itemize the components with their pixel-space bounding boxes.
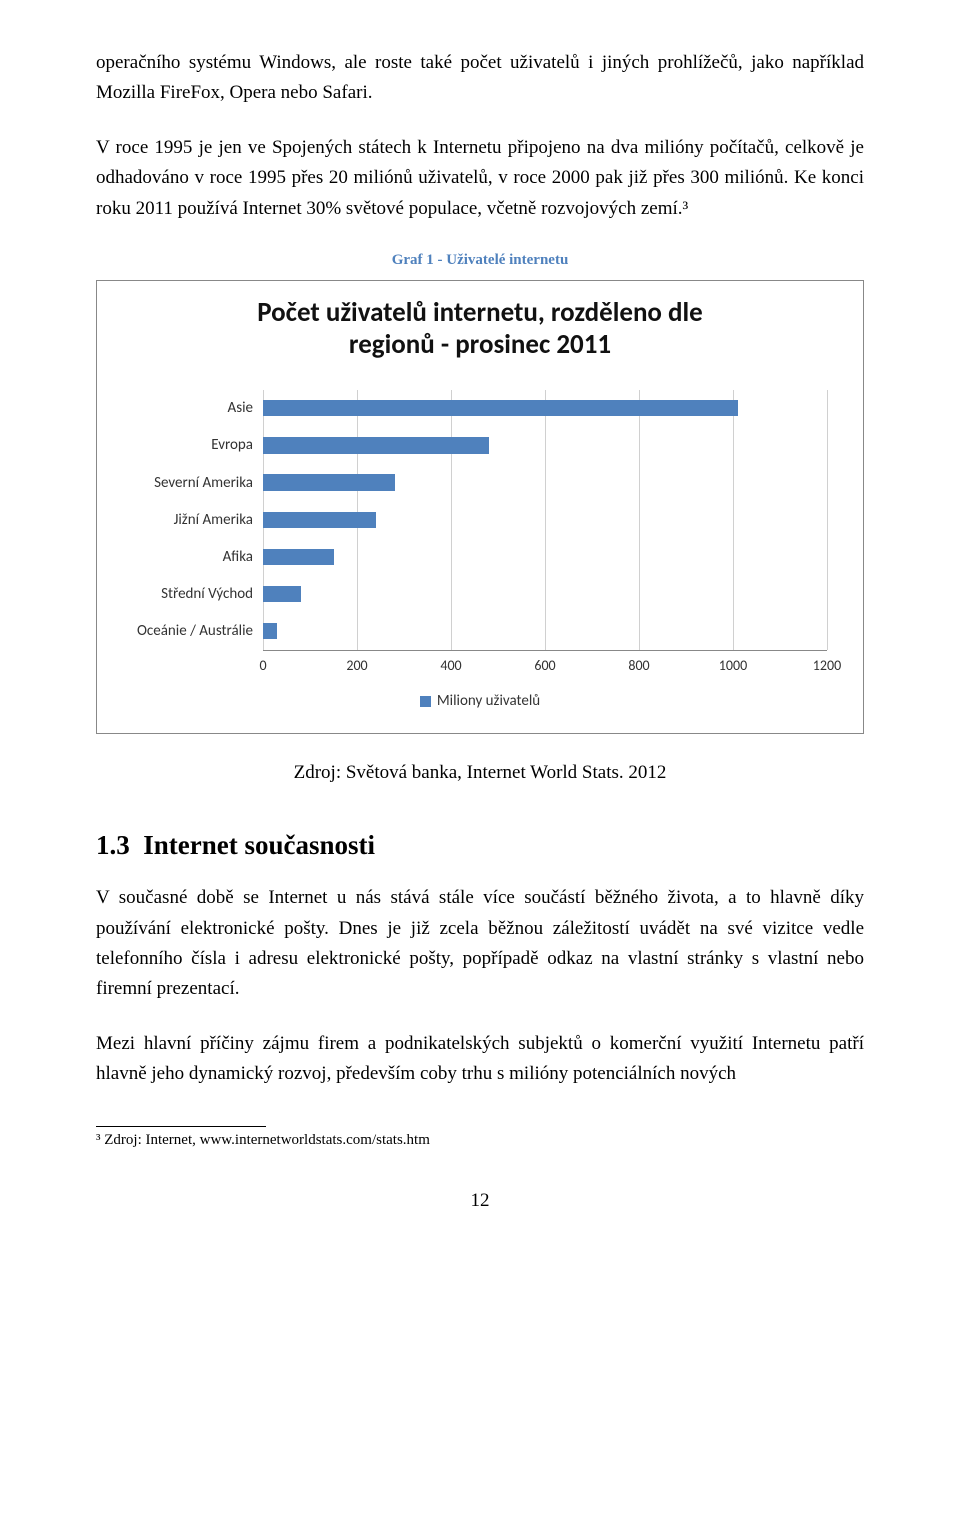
bar-label: Asie xyxy=(228,396,263,420)
chart-title: Počet uživatelů internetu, rozděleno dle… xyxy=(113,297,847,362)
chart-x-axis: 020040060080010001200 xyxy=(263,650,827,671)
x-tick: 1200 xyxy=(813,655,841,677)
bar-label: Evropa xyxy=(211,433,263,457)
section-number: 1.3 xyxy=(96,830,130,860)
x-tick: 400 xyxy=(440,655,461,677)
x-tick: 600 xyxy=(534,655,555,677)
bar-label: Jižní Amerika xyxy=(174,508,263,532)
bar-row: Evropa xyxy=(263,437,827,453)
bar-rect xyxy=(263,400,738,416)
x-tick: 800 xyxy=(628,655,649,677)
bar-row: Asie xyxy=(263,400,827,416)
x-tick: 1000 xyxy=(719,655,747,677)
bar-rect xyxy=(263,437,489,453)
x-tick: 200 xyxy=(346,655,367,677)
x-tick: 0 xyxy=(259,655,266,677)
chart-container: Počet uživatelů internetu, rozděleno dle… xyxy=(96,280,864,734)
bar-row: Afika xyxy=(263,549,827,565)
bar-rect xyxy=(263,512,376,528)
section-title: Internet současnosti xyxy=(143,830,375,860)
paragraph-4: Mezi hlavní příčiny zájmu firem a podnik… xyxy=(96,1029,864,1090)
section-heading: 1.3 Internet současnosti xyxy=(96,824,864,867)
legend-swatch xyxy=(420,696,431,707)
bar-label: Severní Amerika xyxy=(154,471,263,495)
bar-label: Oceánie / Austrálie xyxy=(137,619,263,643)
paragraph-1: operačního systému Windows, ale roste ta… xyxy=(96,48,864,109)
bar-rect xyxy=(263,549,334,565)
page: operačního systému Windows, ale roste ta… xyxy=(0,0,960,1265)
footnote-rule xyxy=(96,1126,266,1127)
chart-source: Zdroj: Světová banka, Internet World Sta… xyxy=(96,758,864,788)
chart-legend: Miliony uživatelů xyxy=(113,689,847,713)
bar-rect xyxy=(263,623,277,639)
chart-caption: Graf 1 - Uživatelé internetu xyxy=(96,248,864,272)
bar-rect xyxy=(263,474,395,490)
chart-title-line2: regionů - prosinec 2011 xyxy=(349,328,611,361)
chart-bars: Asie Evropa Severní Amerika Jižní Amerika Af… xyxy=(263,390,827,650)
footnote: ³ Zdroj: Internet, www.internetworldstat… xyxy=(96,1131,864,1151)
chart-title-line1: Počet uživatelů internetu, rozděleno dle xyxy=(257,296,703,329)
page-number: 12 xyxy=(96,1186,864,1216)
paragraph-2: V roce 1995 je jen ve Spojených státech … xyxy=(96,133,864,224)
bar-rect xyxy=(263,586,301,602)
bar-row: Oceánie / Austrálie xyxy=(263,623,827,639)
bar-row: Jižní Amerika xyxy=(263,512,827,528)
bar-row: Severní Amerika xyxy=(263,474,827,490)
bar-row: Střední Východ xyxy=(263,586,827,602)
chart-plot-area: Asie Evropa Severní Amerika Jižní Amerika Af… xyxy=(263,390,827,650)
gridline xyxy=(827,390,828,650)
legend-label: Miliony uživatelů xyxy=(437,692,540,710)
bar-label: Afika xyxy=(223,545,263,569)
paragraph-3: V současné době se Internet u nás stává … xyxy=(96,883,864,1005)
bar-label: Střední Východ xyxy=(161,582,263,606)
